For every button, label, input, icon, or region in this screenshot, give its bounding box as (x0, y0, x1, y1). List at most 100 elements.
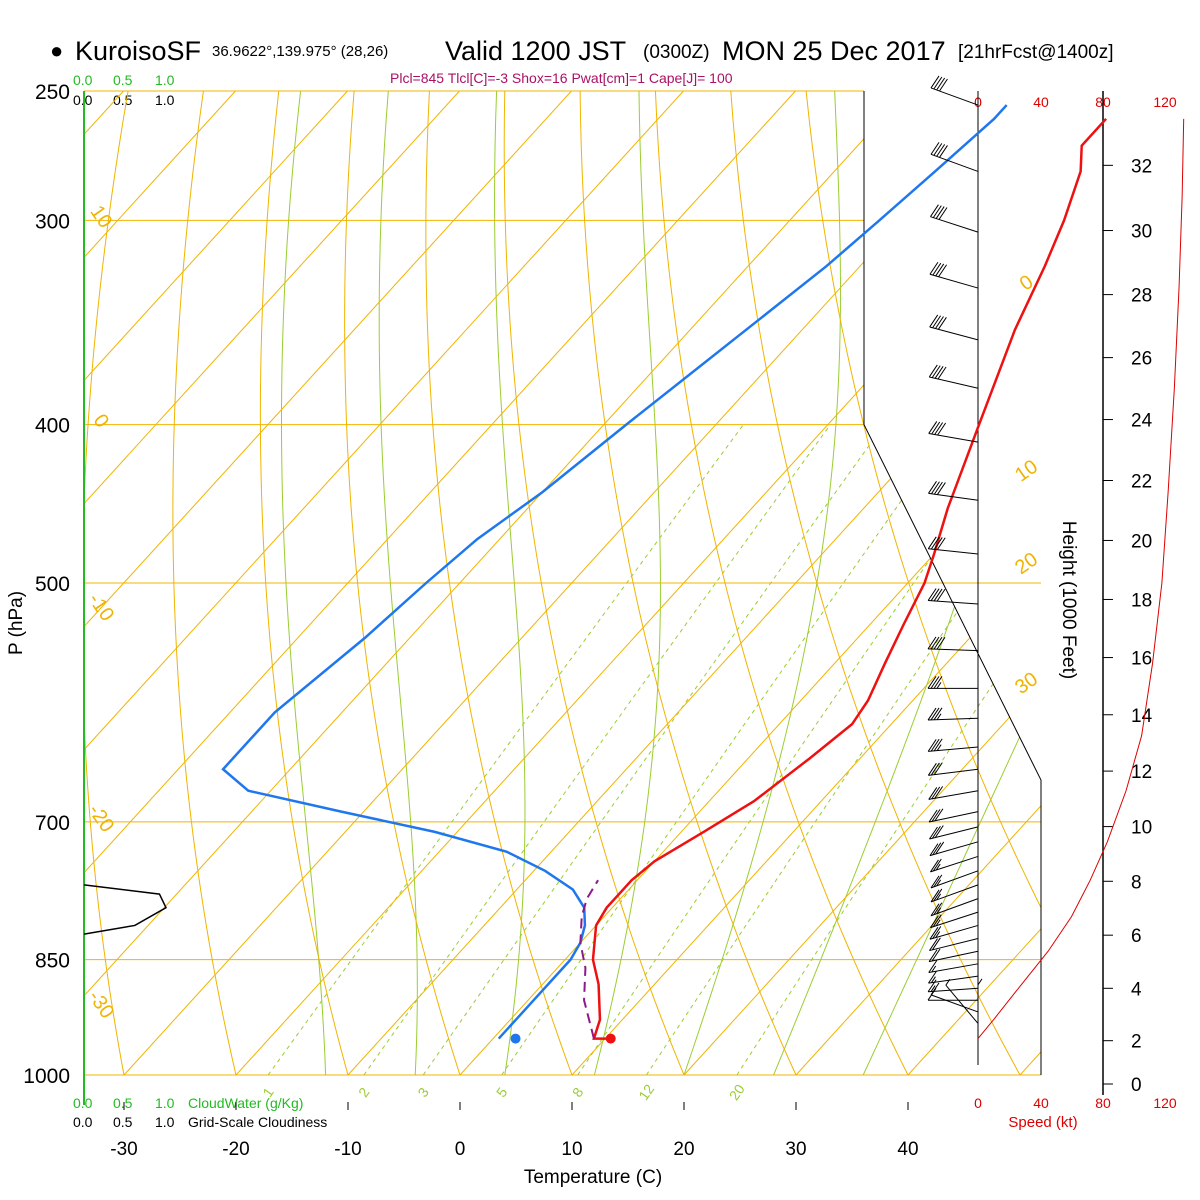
speed-tick-top-3: 120 (1153, 94, 1177, 110)
height-tick-label: 16 (1131, 649, 1152, 670)
header-bullet: ● (50, 38, 63, 63)
wind-barb (928, 960, 979, 973)
wind-barb-shaft (928, 548, 979, 555)
height-axis-title: Height (1000 Feet) (1058, 521, 1079, 679)
dry-adiabat (728, 91, 1021, 1075)
wind-barb (927, 636, 979, 652)
wind-barb (930, 204, 979, 233)
wind-feather (933, 76, 943, 90)
height-tick-label: 6 (1131, 926, 1142, 947)
speed-tick-bottom-3: 120 (1153, 1095, 1177, 1111)
dry-adiabat (1101, 62, 1200, 1075)
cloudiness-tick-bottom-0: 0.0 (73, 1114, 93, 1130)
isotherm (1019, 91, 1041, 1075)
data-layer (83, 75, 1185, 1044)
wind-feather (931, 825, 941, 839)
wind-half-feather (936, 682, 942, 689)
wind-half-feather (936, 879, 942, 887)
wind-feather (931, 365, 941, 378)
dry-adiabat (1026, 91, 1041, 1075)
wind-feather (928, 787, 938, 800)
wind-barb (928, 481, 979, 501)
wind-feather (933, 143, 943, 156)
speed-tick-bottom-1: 40 (1033, 1095, 1049, 1111)
mixing-ratio-line (645, 424, 1041, 1075)
surface-dewpoint-dot (510, 1033, 521, 1044)
wind-feather (932, 205, 942, 218)
wind-half-feather (931, 976, 936, 983)
wind-feather (939, 78, 948, 92)
wind-barb-shaft (928, 746, 979, 752)
wind-barb (929, 924, 979, 940)
wind-feather (933, 676, 943, 689)
wind-feather (931, 786, 941, 800)
wind-barb-shaft (930, 898, 979, 917)
isotherm-label: 20 (1011, 548, 1042, 579)
dry-adiabat (344, 91, 461, 1075)
cloudwater-tick-2: 1.0 (155, 72, 175, 88)
wind-barb (928, 786, 979, 800)
wind-feather (935, 263, 945, 277)
height-tick-label: 30 (1131, 222, 1152, 243)
dry-adiabat (503, 91, 685, 1075)
cloudwater-label: CloudWater (g/Kg) (188, 1095, 303, 1111)
pressure-label: 850 (35, 950, 70, 973)
mixing-ratio-line (501, 424, 956, 1075)
station-coords: 36.9622°,139.975° (28,26) (212, 43, 388, 60)
wind-feather (936, 636, 946, 650)
wind-barb-shaft (930, 87, 979, 106)
pressure-label: 250 (35, 81, 70, 104)
wind-feather (927, 979, 937, 993)
height-tick-label: 0 (1131, 1075, 1142, 1096)
x-axis-title: Temperature (C) (524, 1167, 662, 1188)
wind-barb-shaft (928, 963, 979, 973)
speed-tick-top-1: 40 (1033, 94, 1049, 110)
height-tick-label: 4 (1131, 979, 1142, 1000)
wind-feather (932, 858, 942, 872)
pressure-label: 1000 (23, 1065, 70, 1088)
cloudiness-tick-2: 1.0 (155, 92, 175, 108)
wind-barb-shaft (928, 811, 979, 823)
wind-feather (930, 204, 939, 217)
mixing-ratio-line (267, 424, 744, 1075)
cloudiness-tick-0: 0.0 (73, 92, 93, 108)
isotherm-label: 30 (1011, 668, 1042, 699)
wind-barb (927, 588, 979, 605)
wind-barb-shaft (930, 216, 979, 233)
wind-feather (928, 364, 938, 378)
height-tick-label: 32 (1131, 156, 1152, 177)
height-tick-label: 14 (1131, 706, 1153, 727)
moist-adiabat (494, 91, 526, 1075)
speed-axis-label: Speed (kt) (1008, 1114, 1077, 1131)
cloudwater-tick-1: 0.5 (113, 72, 133, 88)
height-tick-label: 20 (1131, 531, 1152, 552)
wind-feather (927, 588, 937, 601)
wind-feather (928, 809, 938, 823)
wind-feather (931, 481, 940, 495)
wind-barb-shaft (928, 768, 979, 776)
wind-barb (945, 978, 979, 1024)
wind-barb (930, 75, 979, 106)
mixing-ratio-label: 2 (355, 1084, 373, 1100)
pressure-label: 400 (35, 415, 70, 438)
wind-barb-shaft (928, 975, 979, 984)
wind-barb (928, 808, 979, 823)
pressure-label: 300 (35, 210, 70, 233)
wind-barb-shaft (929, 273, 979, 289)
wind-barb (928, 970, 979, 984)
wind-feather (927, 536, 937, 550)
height-tick-label: 28 (1131, 286, 1152, 307)
wind-barb (930, 911, 979, 929)
height-tick-label: 10 (1131, 818, 1152, 839)
wind-barb-shaft (928, 492, 979, 501)
cloudiness-label: Grid-Scale Cloudiness (188, 1114, 327, 1130)
x-tick-label: -20 (222, 1139, 249, 1160)
series-temperature (591, 117, 1108, 1040)
wind-feather (928, 960, 938, 973)
dry-adiabat (579, 91, 797, 1075)
cloudiness-profile (83, 884, 167, 935)
wind-half-feather (936, 744, 942, 751)
wind-barb (927, 536, 979, 555)
wind-feather (933, 537, 943, 550)
